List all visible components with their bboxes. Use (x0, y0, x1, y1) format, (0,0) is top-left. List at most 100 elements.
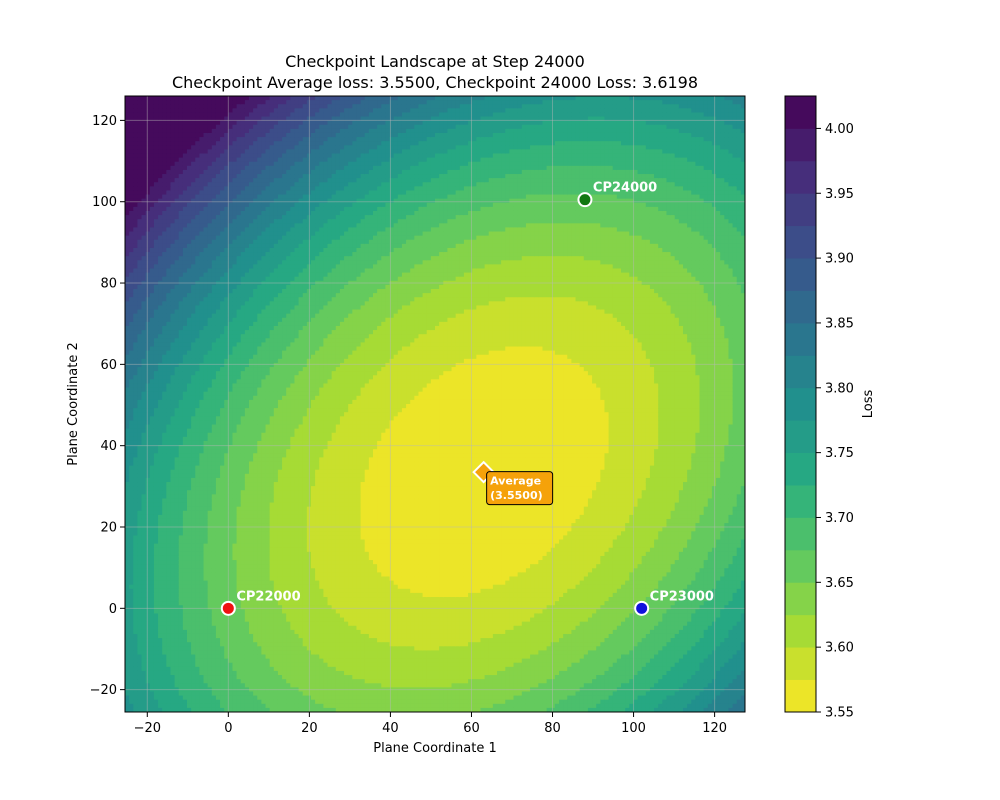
contour-cell (208, 145, 213, 150)
contour-cell (125, 112, 130, 117)
contour-cell (133, 121, 138, 126)
contour-cell (237, 400, 242, 405)
contour-cell (249, 605, 254, 610)
contour-cell (137, 363, 142, 368)
contour-cell (146, 203, 151, 208)
contour-cell (220, 145, 225, 150)
contour-cell (158, 457, 163, 462)
contour-cell (179, 593, 184, 598)
contour-cell (170, 166, 175, 171)
contour-cell (154, 683, 159, 688)
contour-cell (220, 256, 225, 261)
contour-cell (166, 576, 171, 581)
contour-cell (195, 449, 200, 454)
contour-cell (137, 593, 142, 598)
contour-cell (162, 700, 167, 705)
contour-cell (204, 474, 209, 479)
contour-cell (166, 330, 171, 335)
contour-cell (249, 630, 254, 635)
contour-cell (179, 531, 184, 536)
contour-cell (146, 162, 151, 167)
contour-cell (249, 355, 254, 360)
contour-cell (125, 305, 130, 310)
contour-cell (129, 511, 134, 516)
contour-cell (241, 203, 246, 208)
contour-cell (257, 626, 262, 631)
contour-cell (162, 486, 167, 491)
contour-cell (133, 379, 138, 384)
contour-cell (146, 457, 151, 462)
contour-cell (137, 121, 142, 126)
contour-cell (162, 145, 167, 150)
contour-cell (208, 112, 213, 117)
contour-cell (154, 129, 159, 134)
contour-cell (245, 322, 250, 327)
contour-cell (137, 355, 142, 360)
contour-cell (228, 199, 233, 204)
contour-cell (137, 478, 142, 483)
contour-cell (137, 449, 142, 454)
contour-cell (191, 227, 196, 232)
contour-cell (129, 174, 134, 179)
contour-cell (175, 589, 180, 594)
contour-cell (204, 162, 209, 167)
contour-cell (142, 347, 147, 352)
contour-cell (137, 268, 142, 273)
contour-cell (150, 293, 155, 298)
contour-cell (212, 170, 217, 175)
contour-cell (195, 691, 200, 696)
contour-cell (232, 195, 237, 200)
contour-cell (183, 351, 188, 356)
contour-cell (249, 236, 254, 241)
contour-cell (195, 519, 200, 524)
contour-cell (261, 166, 266, 171)
contour-cell (187, 425, 192, 430)
contour-cell (183, 297, 188, 302)
contour-cell (249, 425, 254, 430)
contour-cell (133, 470, 138, 475)
contour-cell (261, 162, 266, 167)
contour-cell (146, 650, 151, 655)
contour-cell (241, 404, 246, 409)
contour-cell (195, 618, 200, 623)
contour-cell (150, 544, 155, 549)
contour-cell (150, 351, 155, 356)
contour-cell (129, 268, 134, 273)
contour-cell (137, 429, 142, 434)
contour-cell (183, 408, 188, 413)
contour-cell (249, 700, 254, 705)
contour-cell (150, 572, 155, 577)
contour-cell (129, 486, 134, 491)
contour-cell (175, 503, 180, 508)
contour-cell (257, 355, 262, 360)
contour-cell (212, 129, 217, 134)
contour-cell (195, 527, 200, 532)
contour-cell (175, 597, 180, 602)
contour-cell (220, 700, 225, 705)
contour-cell (208, 379, 213, 384)
contour-cell (195, 236, 200, 241)
contour-cell (175, 248, 180, 253)
contour-cell (137, 585, 142, 590)
contour-cell (216, 457, 221, 462)
contour-cell (253, 268, 258, 273)
contour-cell (129, 478, 134, 483)
contour-cell (137, 630, 142, 635)
contour-cell (129, 634, 134, 639)
contour-cell (158, 597, 163, 602)
contour-cell (212, 178, 217, 183)
contour-cell (154, 679, 159, 684)
contour-cell (228, 540, 233, 545)
contour-cell (162, 478, 167, 483)
contour-cell (204, 178, 209, 183)
contour-cell (162, 359, 167, 364)
contour-cell (220, 121, 225, 126)
contour-cell (195, 293, 200, 298)
contour-cell (191, 691, 196, 696)
contour-cell (241, 355, 246, 360)
contour-cell (183, 367, 188, 372)
contour-cell (212, 626, 217, 631)
contour-cell (191, 379, 196, 384)
contour-cell (191, 626, 196, 631)
contour-cell (137, 129, 142, 134)
